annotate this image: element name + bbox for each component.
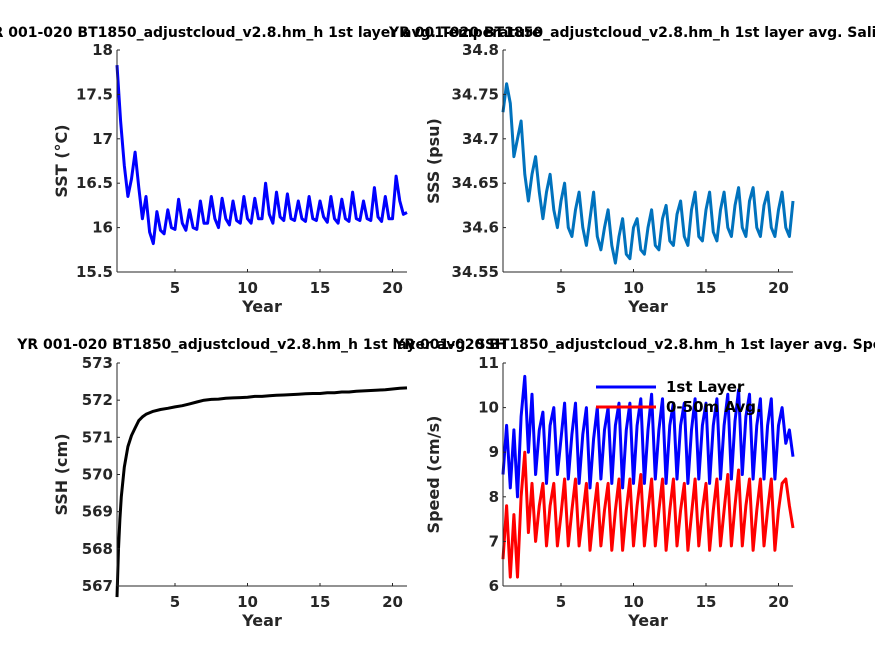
x-tick-label: 10 (623, 279, 644, 297)
y-tick-label: 34.65 (452, 174, 499, 192)
series-line-1 (115, 65, 408, 246)
subplot-3: 5 10 15 20 567 568 569 570 571 572 573 Year SSH (cm)… (16, 337, 507, 630)
y-axis-label: SST (°C) (52, 124, 71, 197)
y-tick-label: 17 (92, 130, 113, 148)
series-line-1 (501, 374, 795, 499)
x-tick-label: 15 (310, 279, 331, 297)
y-tick-label: 570 (82, 466, 113, 484)
y-tick-label: 16.5 (76, 174, 113, 192)
chart-title: YR 001-020 BT1850_adjustcloud_v2.8.hm_h … (0, 25, 542, 41)
x-axis-label: Year (241, 297, 282, 316)
chart-title: YR 001-020 BT1850_adjustcloud_v2.8.hm_h … (393, 337, 875, 353)
y-tick-label: 573 (82, 354, 113, 372)
x-tick-label: 5 (556, 279, 566, 297)
x-tick-label: 20 (768, 593, 789, 611)
series-line-1 (115, 386, 408, 598)
y-tick-label: 568 (82, 540, 113, 558)
y-tick-label: 7 (489, 532, 499, 550)
plot-area (117, 50, 407, 272)
plot-area (503, 363, 793, 586)
x-tick-label: 20 (382, 593, 403, 611)
x-axis-label: Year (241, 611, 282, 630)
legend: 1st Layer 0-50m Avg. (596, 378, 762, 416)
subplot-2: 5 10 15 20 34.55 34.6 34.65 34.7 34.75 34.8 Year SS… (388, 25, 875, 316)
x-tick-label: 10 (623, 593, 644, 611)
subplot-4: 5 10 15 20 6 7 8 9 10 11 Year Speed (cm/s) YR 001-02… (393, 337, 875, 630)
plot-area (117, 363, 407, 586)
y-tick-label: 569 (82, 503, 113, 521)
y-axis-label: SSS (psu) (424, 118, 443, 204)
y-tick-label: 34.55 (452, 263, 499, 281)
x-tick-label: 20 (382, 279, 403, 297)
legend-label: 0-50m Avg. (666, 398, 762, 416)
y-tick-label: 10 (478, 399, 499, 417)
x-tick-label: 10 (237, 593, 258, 611)
x-axis-label: Year (627, 611, 668, 630)
y-tick-label: 34.6 (462, 219, 499, 237)
y-tick-label: 16 (92, 219, 113, 237)
y-axis-label: Speed (cm/s) (424, 416, 443, 534)
y-tick-label: 11 (478, 354, 499, 372)
y-tick-label: 6 (489, 577, 499, 595)
y-tick-label: 34.7 (462, 130, 499, 148)
y-tick-label: 18 (92, 41, 113, 59)
series-line-1 (501, 82, 795, 265)
series-line-2 (501, 450, 795, 579)
y-axis-label: SSH (cm) (52, 433, 71, 515)
y-tick-label: 571 (82, 428, 113, 446)
x-axis-label: Year (627, 297, 668, 316)
x-tick-label: 5 (170, 279, 180, 297)
subplot-1: 5 10 15 20 15.5 16 16.5 17 17.5 18 Year SST (°C) YR … (0, 25, 542, 316)
x-tick-label: 10 (237, 279, 258, 297)
chart-title: YR 001-020 BT1850_adjustcloud_v2.8.hm_h … (16, 337, 507, 353)
legend-label: 1st Layer (666, 378, 745, 396)
y-tick-label: 572 (82, 391, 113, 409)
y-tick-label: 8 (489, 488, 499, 506)
chart-title: YR 001-020 BT1850_adjustcloud_v2.8.hm_h … (388, 25, 875, 41)
y-tick-label: 567 (82, 577, 113, 595)
x-tick-label: 5 (556, 593, 566, 611)
y-tick-label: 17.5 (76, 85, 113, 103)
x-tick-label: 15 (696, 593, 717, 611)
y-tick-label: 15.5 (76, 263, 113, 281)
x-tick-label: 20 (768, 279, 789, 297)
x-tick-label: 15 (310, 593, 331, 611)
x-tick-label: 15 (696, 279, 717, 297)
y-tick-label: 9 (489, 443, 499, 461)
y-tick-label: 34.75 (452, 85, 499, 103)
x-tick-label: 5 (170, 593, 180, 611)
y-tick-label: 34.8 (462, 41, 499, 59)
